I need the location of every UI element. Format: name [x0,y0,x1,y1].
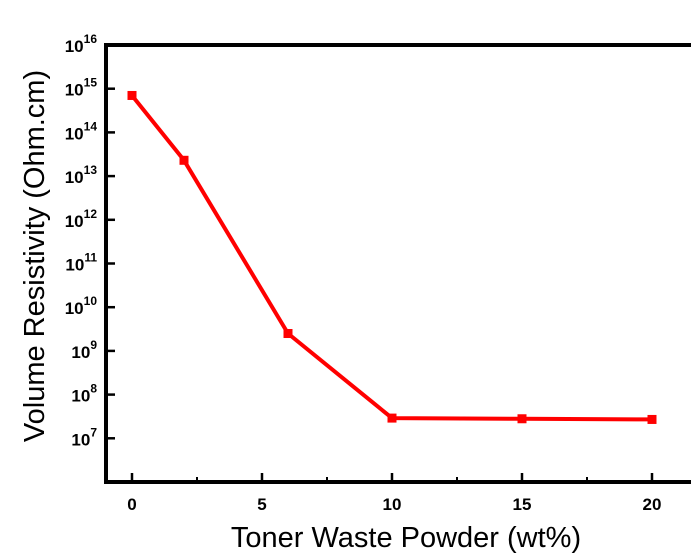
axis-tick-labels: 0 5 10 15 2010710810910101011101210131014101… [65,32,662,514]
x-tick-label: 5 [257,495,266,514]
y-tick-label: 1016 [65,32,98,56]
axis-ticks [106,43,654,482]
data-point-marker [127,90,137,100]
x-tick-label: 10 [383,495,402,514]
y-tick-label: 1011 [65,251,97,275]
y-tick-label: 1010 [65,294,98,318]
y-tick-label: 107 [71,425,97,449]
data-point-marker [647,414,657,424]
data-point-marker [387,413,397,423]
x-axis-title: Toner Waste Powder (wt%) [231,522,581,554]
data-point-marker [517,414,527,424]
y-tick-label: 1015 [65,76,98,100]
data-point-marker [179,155,189,165]
y-tick-label: 1012 [65,207,98,231]
x-tick-label: 20 [643,495,662,514]
plot-series [127,90,657,424]
y-tick-label: 108 [71,382,97,406]
data-point-marker [283,329,293,339]
y-tick-label: 1013 [65,163,98,187]
series-line [130,94,653,422]
x-tick-label: 15 [513,495,532,514]
y-tick-label: 1014 [65,119,98,143]
y-axis-title: Volume Resistivity (Ohm.cm) [19,70,51,442]
x-tick-label: 0 [127,495,136,514]
y-tick-label: 109 [71,338,97,362]
